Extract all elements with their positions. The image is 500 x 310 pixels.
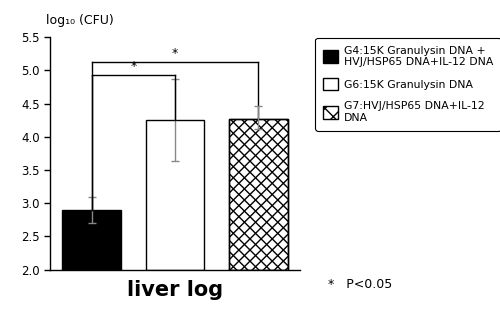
Text: *: * [172,47,178,60]
Text: *   P<0.05: * P<0.05 [328,278,392,291]
Text: log₁₀ (CFU): log₁₀ (CFU) [46,14,114,27]
Text: *: * [130,60,136,73]
Bar [62,210,121,270]
X-axis label: liver log: liver log [127,280,223,300]
Legend: G4:15K Granulysin DNA +
HVJ/HSP65 DNA+IL-12 DNA, G6:15K Granulysin DNA, G7:HVJ/H: G4:15K Granulysin DNA + HVJ/HSP65 DNA+IL… [316,38,500,131]
Bar [229,119,288,270]
Bar [146,120,204,270]
Bar [229,119,288,270]
